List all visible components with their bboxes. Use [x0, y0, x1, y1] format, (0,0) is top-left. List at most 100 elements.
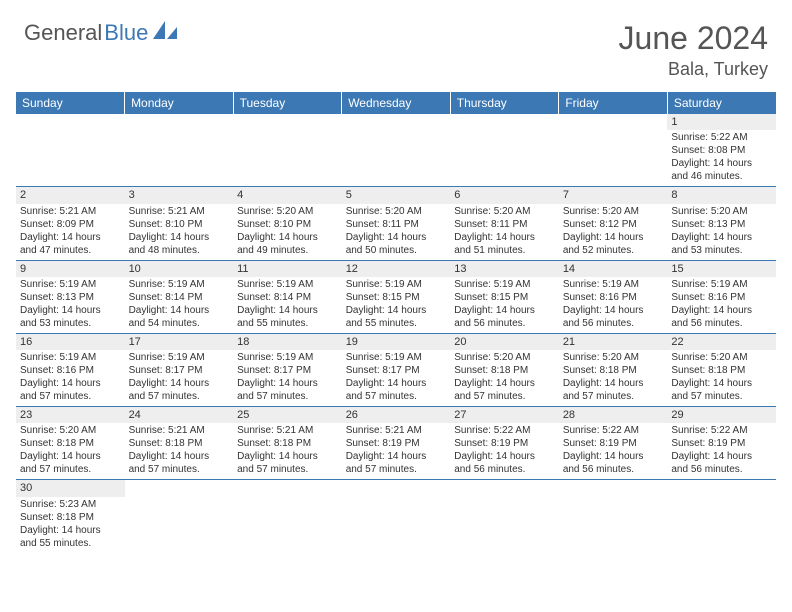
- day-details: Sunrise: 5:20 AMSunset: 8:18 PMDaylight:…: [563, 351, 664, 403]
- calendar-cell: 19Sunrise: 5:19 AMSunset: 8:17 PMDayligh…: [342, 333, 451, 406]
- title-block: June 2024 Bala, Turkey: [619, 20, 768, 80]
- day-details: Sunrise: 5:22 AMSunset: 8:19 PMDaylight:…: [671, 424, 772, 476]
- day-number: 18: [233, 334, 342, 350]
- day-number: 29: [667, 407, 776, 423]
- day-number: 17: [125, 334, 234, 350]
- day-number: 28: [559, 407, 668, 423]
- calendar-cell: 25Sunrise: 5:21 AMSunset: 8:18 PMDayligh…: [233, 407, 342, 480]
- location-label: Bala, Turkey: [619, 59, 768, 80]
- logo-text-general: General: [24, 20, 102, 46]
- calendar-cell: 6Sunrise: 5:20 AMSunset: 8:11 PMDaylight…: [450, 187, 559, 260]
- calendar-cell: 11Sunrise: 5:19 AMSunset: 8:14 PMDayligh…: [233, 260, 342, 333]
- calendar-table: SundayMondayTuesdayWednesdayThursdayFrid…: [16, 92, 776, 553]
- day-number: 21: [559, 334, 668, 350]
- day-details: Sunrise: 5:19 AMSunset: 8:17 PMDaylight:…: [129, 351, 230, 403]
- month-title: June 2024: [619, 20, 768, 57]
- page-header: GeneralBlue June 2024 Bala, Turkey: [0, 0, 792, 88]
- calendar-row: 1Sunrise: 5:22 AMSunset: 8:08 PMDaylight…: [16, 114, 776, 187]
- calendar-row: 16Sunrise: 5:19 AMSunset: 8:16 PMDayligh…: [16, 333, 776, 406]
- calendar-head: SundayMondayTuesdayWednesdayThursdayFrid…: [16, 92, 776, 114]
- weekday-header: Sunday: [16, 92, 125, 114]
- day-details: Sunrise: 5:19 AMSunset: 8:15 PMDaylight:…: [454, 278, 555, 330]
- day-details: Sunrise: 5:19 AMSunset: 8:13 PMDaylight:…: [20, 278, 121, 330]
- day-number: 20: [450, 334, 559, 350]
- day-number: 5: [342, 187, 451, 203]
- calendar-cell: 30Sunrise: 5:23 AMSunset: 8:18 PMDayligh…: [16, 480, 125, 553]
- calendar-row: 30Sunrise: 5:23 AMSunset: 8:18 PMDayligh…: [16, 480, 776, 553]
- day-details: Sunrise: 5:21 AMSunset: 8:18 PMDaylight:…: [237, 424, 338, 476]
- calendar-cell: 9Sunrise: 5:19 AMSunset: 8:13 PMDaylight…: [16, 260, 125, 333]
- day-details: Sunrise: 5:22 AMSunset: 8:19 PMDaylight:…: [563, 424, 664, 476]
- calendar-cell: 15Sunrise: 5:19 AMSunset: 8:16 PMDayligh…: [667, 260, 776, 333]
- calendar-cell: 27Sunrise: 5:22 AMSunset: 8:19 PMDayligh…: [450, 407, 559, 480]
- day-number: 12: [342, 261, 451, 277]
- day-details: Sunrise: 5:22 AMSunset: 8:19 PMDaylight:…: [454, 424, 555, 476]
- day-details: Sunrise: 5:21 AMSunset: 8:18 PMDaylight:…: [129, 424, 230, 476]
- logo-sail-icon: [153, 21, 179, 46]
- day-number: 3: [125, 187, 234, 203]
- day-details: Sunrise: 5:20 AMSunset: 8:10 PMDaylight:…: [237, 205, 338, 257]
- day-details: Sunrise: 5:20 AMSunset: 8:18 PMDaylight:…: [454, 351, 555, 403]
- calendar-cell-empty: [559, 114, 668, 187]
- calendar-cell: 12Sunrise: 5:19 AMSunset: 8:15 PMDayligh…: [342, 260, 451, 333]
- calendar-cell: 8 Sunrise: 5:20 AMSunset: 8:13 PMDaylight…: [667, 187, 776, 260]
- calendar-cell-empty: [450, 114, 559, 187]
- day-number: 2: [16, 187, 125, 203]
- day-number: 8: [667, 187, 776, 203]
- day-details: Sunrise: 5:20 AMSunset: 8:18 PMDaylight:…: [20, 424, 121, 476]
- calendar-cell: 1Sunrise: 5:22 AMSunset: 8:08 PMDaylight…: [667, 114, 776, 187]
- calendar-row: 23Sunrise: 5:20 AMSunset: 8:18 PMDayligh…: [16, 407, 776, 480]
- day-details: Sunrise: 5:19 AMSunset: 8:16 PMDaylight:…: [20, 351, 121, 403]
- day-number: 30: [16, 480, 125, 496]
- day-number: 26: [342, 407, 451, 423]
- day-number: 14: [559, 261, 668, 277]
- day-details: Sunrise: 5:19 AMSunset: 8:16 PMDaylight:…: [563, 278, 664, 330]
- calendar-cell: 21Sunrise: 5:20 AMSunset: 8:18 PMDayligh…: [559, 333, 668, 406]
- calendar-cell: 3 Sunrise: 5:21 AMSunset: 8:10 PMDaylight…: [125, 187, 234, 260]
- weekday-header: Thursday: [450, 92, 559, 114]
- day-details: Sunrise: 5:20 AMSunset: 8:13 PMDaylight:…: [671, 205, 772, 257]
- calendar-cell-empty: [125, 114, 234, 187]
- day-details: Sunrise: 5:19 AMSunset: 8:17 PMDaylight:…: [237, 351, 338, 403]
- logo: GeneralBlue: [24, 20, 179, 46]
- day-details: Sunrise: 5:21 AMSunset: 8:10 PMDaylight:…: [129, 205, 230, 257]
- calendar-cell: 13Sunrise: 5:19 AMSunset: 8:15 PMDayligh…: [450, 260, 559, 333]
- calendar-cell: 16Sunrise: 5:19 AMSunset: 8:16 PMDayligh…: [16, 333, 125, 406]
- calendar-cell: 28Sunrise: 5:22 AMSunset: 8:19 PMDayligh…: [559, 407, 668, 480]
- calendar-cell-empty: [16, 114, 125, 187]
- day-details: Sunrise: 5:20 AMSunset: 8:12 PMDaylight:…: [563, 205, 664, 257]
- day-number: 22: [667, 334, 776, 350]
- day-number: 13: [450, 261, 559, 277]
- day-details: Sunrise: 5:21 AMSunset: 8:19 PMDaylight:…: [346, 424, 447, 476]
- calendar-cell-empty: [342, 480, 451, 553]
- day-details: Sunrise: 5:20 AMSunset: 8:11 PMDaylight:…: [454, 205, 555, 257]
- day-details: Sunrise: 5:20 AMSunset: 8:18 PMDaylight:…: [671, 351, 772, 403]
- calendar-cell-empty: [233, 480, 342, 553]
- calendar-cell: 23Sunrise: 5:20 AMSunset: 8:18 PMDayligh…: [16, 407, 125, 480]
- calendar-row: 9Sunrise: 5:19 AMSunset: 8:13 PMDaylight…: [16, 260, 776, 333]
- day-details: Sunrise: 5:22 AMSunset: 8:08 PMDaylight:…: [671, 131, 772, 183]
- day-details: Sunrise: 5:21 AMSunset: 8:09 PMDaylight:…: [20, 205, 121, 257]
- day-number: 16: [16, 334, 125, 350]
- weekday-header: Monday: [125, 92, 234, 114]
- day-number: 4: [233, 187, 342, 203]
- logo-text-blue: Blue: [104, 20, 148, 46]
- calendar-cell: 24Sunrise: 5:21 AMSunset: 8:18 PMDayligh…: [125, 407, 234, 480]
- calendar-cell: 18Sunrise: 5:19 AMSunset: 8:17 PMDayligh…: [233, 333, 342, 406]
- calendar-cell: 5Sunrise: 5:20 AMSunset: 8:11 PMDaylight…: [342, 187, 451, 260]
- weekday-header: Friday: [559, 92, 668, 114]
- calendar-cell-empty: [233, 114, 342, 187]
- day-number: 9: [16, 261, 125, 277]
- day-details: Sunrise: 5:19 AMSunset: 8:14 PMDaylight:…: [129, 278, 230, 330]
- calendar-cell: 26Sunrise: 5:21 AMSunset: 8:19 PMDayligh…: [342, 407, 451, 480]
- day-details: Sunrise: 5:19 AMSunset: 8:15 PMDaylight:…: [346, 278, 447, 330]
- calendar-cell: 29Sunrise: 5:22 AMSunset: 8:19 PMDayligh…: [667, 407, 776, 480]
- calendar-cell-empty: [125, 480, 234, 553]
- weekday-header: Tuesday: [233, 92, 342, 114]
- day-details: Sunrise: 5:19 AMSunset: 8:17 PMDaylight:…: [346, 351, 447, 403]
- day-number: 15: [667, 261, 776, 277]
- calendar-cell-empty: [342, 114, 451, 187]
- day-number: 27: [450, 407, 559, 423]
- calendar-cell-empty: [559, 480, 668, 553]
- calendar-cell-empty: [667, 480, 776, 553]
